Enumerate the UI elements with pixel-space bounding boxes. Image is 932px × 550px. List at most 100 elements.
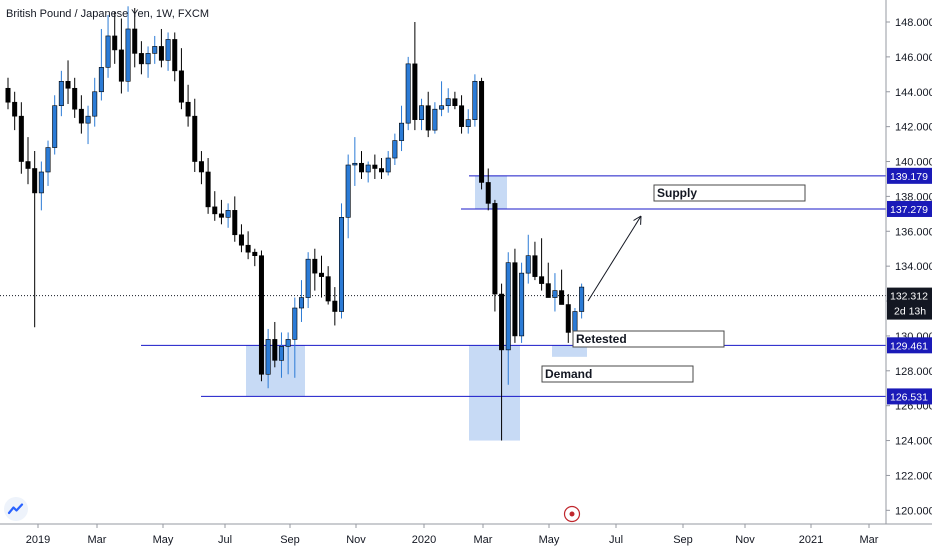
time-axis-background [0, 524, 932, 550]
candle [552, 273, 558, 312]
candle [459, 95, 465, 134]
candle-body [18, 115, 24, 162]
annotation-text: Retested [576, 332, 627, 346]
candle [225, 203, 231, 228]
bar-countdown-label: 2d 13h [894, 306, 926, 318]
tradingview-logo-icon[interactable] [4, 497, 28, 521]
candle [352, 137, 358, 186]
retested-label-box[interactable] [572, 330, 725, 348]
candle-body [132, 28, 138, 54]
candle [472, 74, 478, 127]
candle-body [405, 63, 411, 124]
candle [545, 262, 551, 298]
candle [132, 8, 138, 68]
candle-body [385, 157, 391, 173]
demand-zone-right [469, 345, 520, 441]
candle [98, 28, 104, 101]
time-tick-label: May [539, 534, 560, 546]
candle-body [278, 346, 284, 361]
candle-body [138, 53, 144, 65]
candle [318, 255, 324, 298]
time-tick-label: Mar [88, 534, 107, 546]
candle [425, 91, 431, 138]
candle-body [345, 164, 351, 218]
level-price-tag [887, 388, 932, 405]
candle-body [205, 171, 211, 208]
candle [58, 70, 64, 117]
candle [152, 35, 158, 64]
candle-body [238, 234, 244, 246]
candle-body [472, 80, 478, 120]
candle [105, 15, 111, 78]
horizontal-levels[interactable] [0, 175, 886, 397]
candle [385, 151, 391, 176]
candle-body [325, 276, 331, 302]
candle [265, 328, 271, 389]
candle [125, 6, 131, 92]
level-price-tag [887, 167, 932, 184]
candle-body [158, 46, 164, 61]
alert-clock-icon[interactable] [563, 505, 581, 523]
candle-body [372, 164, 378, 169]
candle-body [365, 164, 371, 173]
candle-body [258, 255, 264, 375]
candle [325, 266, 331, 305]
candle [85, 105, 91, 145]
supply-label-box[interactable] [653, 184, 806, 202]
candle-body [78, 108, 84, 124]
candle [419, 98, 425, 131]
time-tick-label: Mar [860, 534, 879, 546]
candle-body [532, 255, 538, 277]
candle-body [292, 307, 298, 340]
candle-body [485, 182, 491, 204]
annotation-boxes[interactable]: Supply Retested Demand [541, 184, 806, 383]
candle [72, 77, 78, 118]
candle [158, 28, 164, 68]
candle-body [352, 162, 358, 166]
candle [379, 158, 385, 179]
candle [559, 269, 565, 305]
time-axis[interactable]: 2019 Mar May Jul Sep Nov 2020 Mar May Jul Sep Nov 20… [0, 523, 932, 550]
candle [492, 199, 498, 312]
price-tick-label: 124.000 [895, 436, 932, 448]
candle-body [198, 161, 204, 173]
time-tick-label: 2020 [412, 534, 436, 546]
annotation-text: Supply [657, 186, 697, 200]
candle [118, 18, 124, 94]
time-tick-label: Jul [609, 534, 623, 546]
candle-body [399, 122, 405, 141]
candle [272, 321, 278, 368]
candle [505, 252, 511, 385]
current-price-label: 132.312 [890, 291, 928, 303]
time-tick-label: Nov [346, 534, 366, 546]
candle [65, 60, 71, 104]
price-axis-background [886, 0, 932, 524]
candle [232, 196, 238, 242]
candle-body [118, 49, 124, 82]
candle-body [412, 63, 418, 120]
candle-body [525, 255, 531, 274]
candle-body [492, 203, 498, 295]
time-tick-label: Mar [474, 534, 493, 546]
candle [205, 158, 211, 214]
price-tick-label: 120.000 [895, 505, 932, 517]
price-axis[interactable]: 120.000122.000124.000126.000128.000130.0… [885, 0, 932, 524]
candle [345, 154, 351, 239]
candle-body [579, 286, 585, 312]
candle [112, 11, 118, 64]
candle-body [178, 70, 184, 103]
candle [405, 56, 411, 131]
candle-body [479, 80, 485, 183]
candle [172, 32, 178, 82]
time-tick-label: Sep [673, 534, 693, 546]
candle [258, 250, 264, 382]
candle [519, 262, 525, 343]
annotation-text: Demand [545, 367, 592, 381]
demand-label-box[interactable] [541, 365, 694, 383]
candle [78, 95, 84, 134]
projection-arrow[interactable] [587, 215, 642, 302]
candle [465, 109, 471, 134]
time-tick-label: 2021 [799, 534, 823, 546]
